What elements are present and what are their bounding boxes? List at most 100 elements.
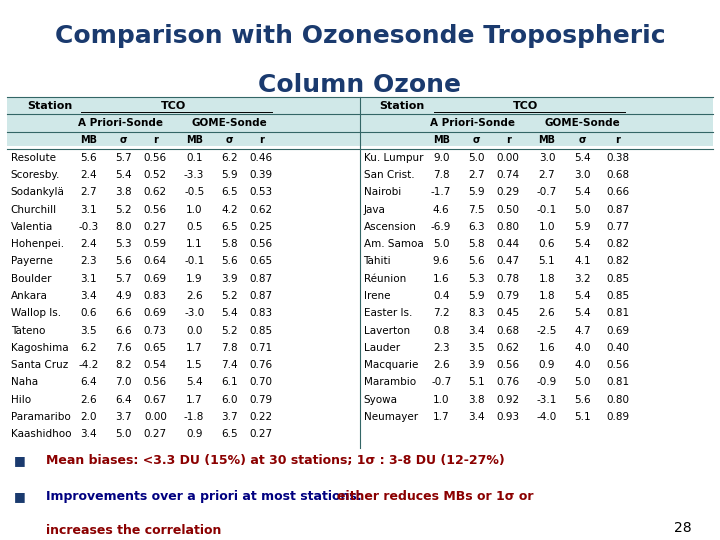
Text: 1.7: 1.7 — [186, 343, 202, 353]
Text: 5.9: 5.9 — [221, 170, 238, 180]
Text: either reduces MBs or 1σ or: either reduces MBs or 1σ or — [338, 490, 534, 503]
Text: MB: MB — [539, 136, 556, 145]
Text: 4.0: 4.0 — [574, 343, 590, 353]
Text: 0.8: 0.8 — [433, 326, 449, 336]
Text: 2.3: 2.3 — [80, 256, 96, 266]
Text: -0.1: -0.1 — [537, 205, 557, 214]
Text: 7.6: 7.6 — [115, 343, 132, 353]
Text: 5.0: 5.0 — [574, 377, 590, 388]
Text: 2.6: 2.6 — [186, 291, 202, 301]
Text: TCO: TCO — [161, 101, 186, 111]
Text: 5.4: 5.4 — [574, 187, 590, 197]
Text: 0.56: 0.56 — [144, 205, 167, 214]
Text: 6.5: 6.5 — [221, 429, 238, 440]
Text: Am. Samoa: Am. Samoa — [364, 239, 423, 249]
Text: 0.6: 0.6 — [539, 239, 555, 249]
Text: 8.3: 8.3 — [468, 308, 485, 319]
Text: 5.1: 5.1 — [574, 412, 590, 422]
Text: Improvements over a priori at most stations:: Improvements over a priori at most stati… — [46, 490, 366, 503]
Text: 0.56: 0.56 — [144, 153, 167, 163]
Text: 0.77: 0.77 — [606, 222, 629, 232]
Text: 5.0: 5.0 — [574, 205, 590, 214]
Text: 3.4: 3.4 — [468, 412, 485, 422]
Text: 28: 28 — [674, 521, 692, 535]
Text: 5.0: 5.0 — [468, 153, 485, 163]
Text: -3.0: -3.0 — [184, 308, 204, 319]
Text: 0.1: 0.1 — [186, 153, 202, 163]
Text: 0.27: 0.27 — [144, 429, 167, 440]
Text: 0.00: 0.00 — [497, 153, 520, 163]
Text: 3.4: 3.4 — [80, 291, 96, 301]
Text: 1.7: 1.7 — [186, 395, 202, 405]
Text: Santa Cruz: Santa Cruz — [11, 360, 68, 370]
Text: 0.73: 0.73 — [144, 326, 167, 336]
Text: 5.6: 5.6 — [115, 256, 132, 266]
Text: 5.6: 5.6 — [468, 256, 485, 266]
Text: -0.7: -0.7 — [537, 187, 557, 197]
Text: 0.87: 0.87 — [606, 205, 629, 214]
Text: 7.0: 7.0 — [115, 377, 132, 388]
Text: 0.79: 0.79 — [497, 291, 520, 301]
Text: 1.9: 1.9 — [186, 274, 202, 284]
Text: ■: ■ — [14, 454, 26, 467]
Text: 4.7: 4.7 — [574, 326, 590, 336]
Text: 3.2: 3.2 — [574, 274, 590, 284]
Text: 0.22: 0.22 — [250, 412, 273, 422]
Text: Syowa: Syowa — [364, 395, 397, 405]
Text: Sodankylä: Sodankylä — [11, 187, 65, 197]
Text: Hohenpei.: Hohenpei. — [11, 239, 64, 249]
Text: 0.81: 0.81 — [606, 308, 629, 319]
Text: 7.2: 7.2 — [433, 308, 449, 319]
Text: -0.7: -0.7 — [431, 377, 451, 388]
Text: 0.85: 0.85 — [250, 326, 273, 336]
Text: 5.0: 5.0 — [433, 239, 449, 249]
Text: -4.0: -4.0 — [537, 412, 557, 422]
Text: r: r — [258, 136, 264, 145]
Text: σ: σ — [120, 136, 127, 145]
Text: Resolute: Resolute — [11, 153, 55, 163]
Text: 1.6: 1.6 — [539, 343, 555, 353]
Text: 3.0: 3.0 — [574, 170, 590, 180]
Text: 0.4: 0.4 — [433, 291, 449, 301]
Text: 6.6: 6.6 — [115, 326, 132, 336]
Text: 0.68: 0.68 — [606, 170, 629, 180]
Text: Column Ozone: Column Ozone — [258, 73, 462, 97]
Text: 0.68: 0.68 — [497, 326, 520, 336]
Text: San Crist.: San Crist. — [364, 170, 414, 180]
Text: Ankara: Ankara — [11, 291, 48, 301]
Text: Réunion: Réunion — [364, 274, 406, 284]
Text: 0.67: 0.67 — [144, 395, 167, 405]
Text: 0.83: 0.83 — [144, 291, 167, 301]
Text: 0.0: 0.0 — [186, 326, 202, 336]
Text: ■: ■ — [14, 490, 26, 503]
Text: 0.69: 0.69 — [606, 326, 629, 336]
Text: 0.62: 0.62 — [144, 187, 167, 197]
Text: 3.7: 3.7 — [115, 412, 132, 422]
Text: 3.7: 3.7 — [221, 412, 238, 422]
Text: 5.4: 5.4 — [574, 239, 590, 249]
Text: 5.2: 5.2 — [221, 291, 238, 301]
Text: 0.78: 0.78 — [497, 274, 520, 284]
Text: 4.0: 4.0 — [574, 360, 590, 370]
Text: TCO: TCO — [513, 101, 539, 111]
Text: -0.9: -0.9 — [537, 377, 557, 388]
Text: Nairobi: Nairobi — [364, 187, 401, 197]
Text: 4.6: 4.6 — [433, 205, 449, 214]
Text: 0.82: 0.82 — [606, 256, 629, 266]
Text: 5.4: 5.4 — [574, 291, 590, 301]
Text: 0.29: 0.29 — [497, 187, 520, 197]
Text: Tateno: Tateno — [11, 326, 45, 336]
Text: 5.3: 5.3 — [468, 274, 485, 284]
Text: A Priori-Sonde: A Priori-Sonde — [431, 118, 516, 128]
Text: 0.25: 0.25 — [250, 222, 273, 232]
Text: Ascension: Ascension — [364, 222, 416, 232]
Text: -0.3: -0.3 — [78, 222, 99, 232]
Text: 0.38: 0.38 — [606, 153, 629, 163]
Text: 0.85: 0.85 — [606, 291, 629, 301]
Text: 0.76: 0.76 — [250, 360, 273, 370]
Text: 0.81: 0.81 — [606, 377, 629, 388]
Text: σ: σ — [472, 136, 480, 145]
Text: 0.6: 0.6 — [80, 308, 96, 319]
Text: 2.7: 2.7 — [468, 170, 485, 180]
Text: 5.4: 5.4 — [574, 153, 590, 163]
